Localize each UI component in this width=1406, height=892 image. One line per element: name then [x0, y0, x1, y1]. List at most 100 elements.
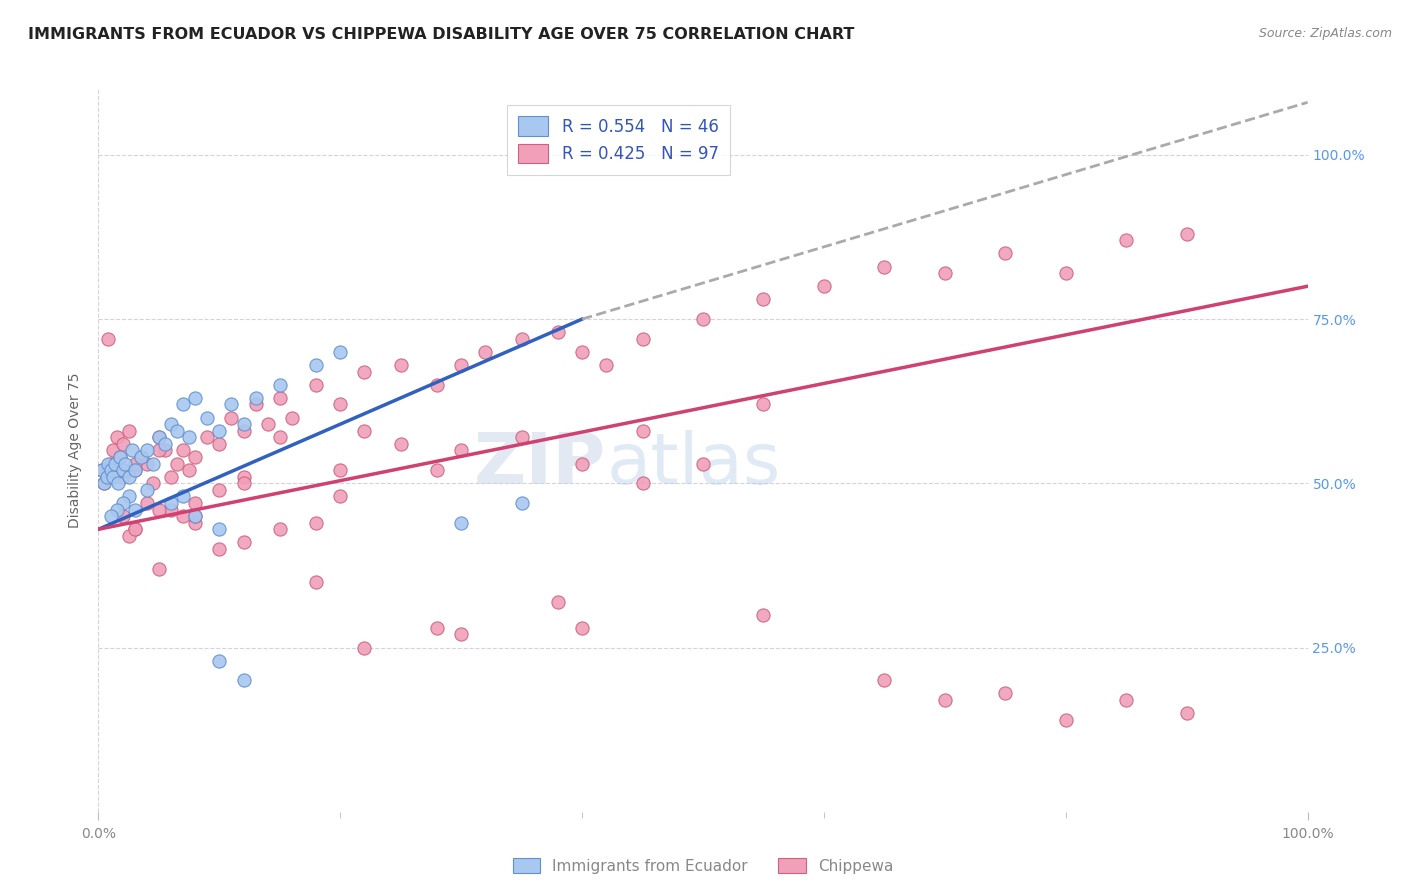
Point [184, 496, 207, 510]
Point [208, 424, 231, 438]
Point [184, 516, 207, 530]
Point [118, 529, 141, 543]
Legend: Immigrants from Ecuador, Chippewa: Immigrants from Ecuador, Chippewa [506, 852, 900, 880]
Point [692, 457, 714, 471]
Point [100, 457, 122, 471]
Point [105, 430, 128, 444]
Point [105, 502, 128, 516]
Point [96, 469, 118, 483]
Point [1175, 227, 1198, 241]
Point [595, 358, 617, 372]
Point [172, 490, 194, 504]
Point [631, 476, 654, 491]
Point [160, 417, 183, 432]
Point [305, 358, 328, 372]
Y-axis label: Disability Age Over 75: Disability Age Over 75 [69, 373, 83, 528]
Point [305, 574, 328, 589]
Point [329, 463, 352, 477]
Point [118, 424, 141, 438]
Point [135, 457, 157, 471]
Point [232, 673, 254, 688]
Point [994, 246, 1017, 260]
Point [450, 358, 472, 372]
Point [135, 443, 157, 458]
Point [813, 279, 835, 293]
Point [111, 496, 134, 510]
Point [389, 358, 412, 372]
Point [91, 463, 114, 477]
Point [232, 417, 254, 432]
Point [353, 424, 375, 438]
Point [172, 509, 194, 524]
Point [172, 443, 194, 458]
Point [124, 463, 146, 477]
Point [118, 490, 141, 504]
Point [208, 437, 231, 451]
Point [91, 463, 114, 477]
Point [752, 293, 775, 307]
Point [184, 509, 207, 524]
Point [135, 483, 157, 497]
Point [510, 496, 533, 510]
Point [124, 522, 146, 536]
Point [118, 469, 141, 483]
Point [1115, 693, 1137, 707]
Point [353, 365, 375, 379]
Point [111, 437, 134, 451]
Point [305, 377, 328, 392]
Point [148, 430, 170, 444]
Point [269, 522, 291, 536]
Point [184, 391, 207, 405]
Point [179, 463, 201, 477]
Point [124, 502, 146, 516]
Point [232, 476, 254, 491]
Point [111, 509, 134, 524]
Point [873, 260, 896, 274]
Point [184, 450, 207, 464]
Point [329, 490, 352, 504]
Point [124, 522, 146, 536]
Point [153, 443, 176, 458]
Legend: R = 0.554   N = 46, R = 0.425   N = 97: R = 0.554 N = 46, R = 0.425 N = 97 [506, 104, 730, 175]
Point [142, 457, 165, 471]
Point [450, 516, 472, 530]
Point [142, 476, 165, 491]
Point [329, 345, 352, 359]
Point [208, 483, 231, 497]
Point [305, 516, 328, 530]
Point [269, 391, 291, 405]
Point [111, 463, 134, 477]
Point [1054, 266, 1077, 280]
Point [426, 463, 449, 477]
Point [994, 686, 1017, 700]
Point [221, 397, 243, 411]
Point [353, 640, 375, 655]
Point [934, 266, 956, 280]
Point [166, 424, 188, 438]
Point [160, 469, 183, 483]
Point [873, 673, 896, 688]
Point [101, 469, 124, 483]
Point [148, 562, 170, 576]
Point [571, 457, 593, 471]
Text: Source: ZipAtlas.com: Source: ZipAtlas.com [1258, 27, 1392, 40]
Point [129, 450, 152, 464]
Point [474, 345, 496, 359]
Point [631, 332, 654, 346]
Point [389, 437, 412, 451]
Point [148, 430, 170, 444]
Text: ZIP: ZIP [474, 431, 606, 500]
Point [208, 654, 231, 668]
Point [232, 535, 254, 549]
Point [111, 469, 134, 483]
Point [1175, 706, 1198, 721]
Point [114, 457, 136, 471]
Point [93, 476, 115, 491]
Point [1115, 233, 1137, 247]
Point [692, 312, 714, 326]
Point [221, 410, 243, 425]
Point [256, 417, 278, 432]
Point [184, 509, 207, 524]
Point [100, 463, 122, 477]
Point [752, 607, 775, 622]
